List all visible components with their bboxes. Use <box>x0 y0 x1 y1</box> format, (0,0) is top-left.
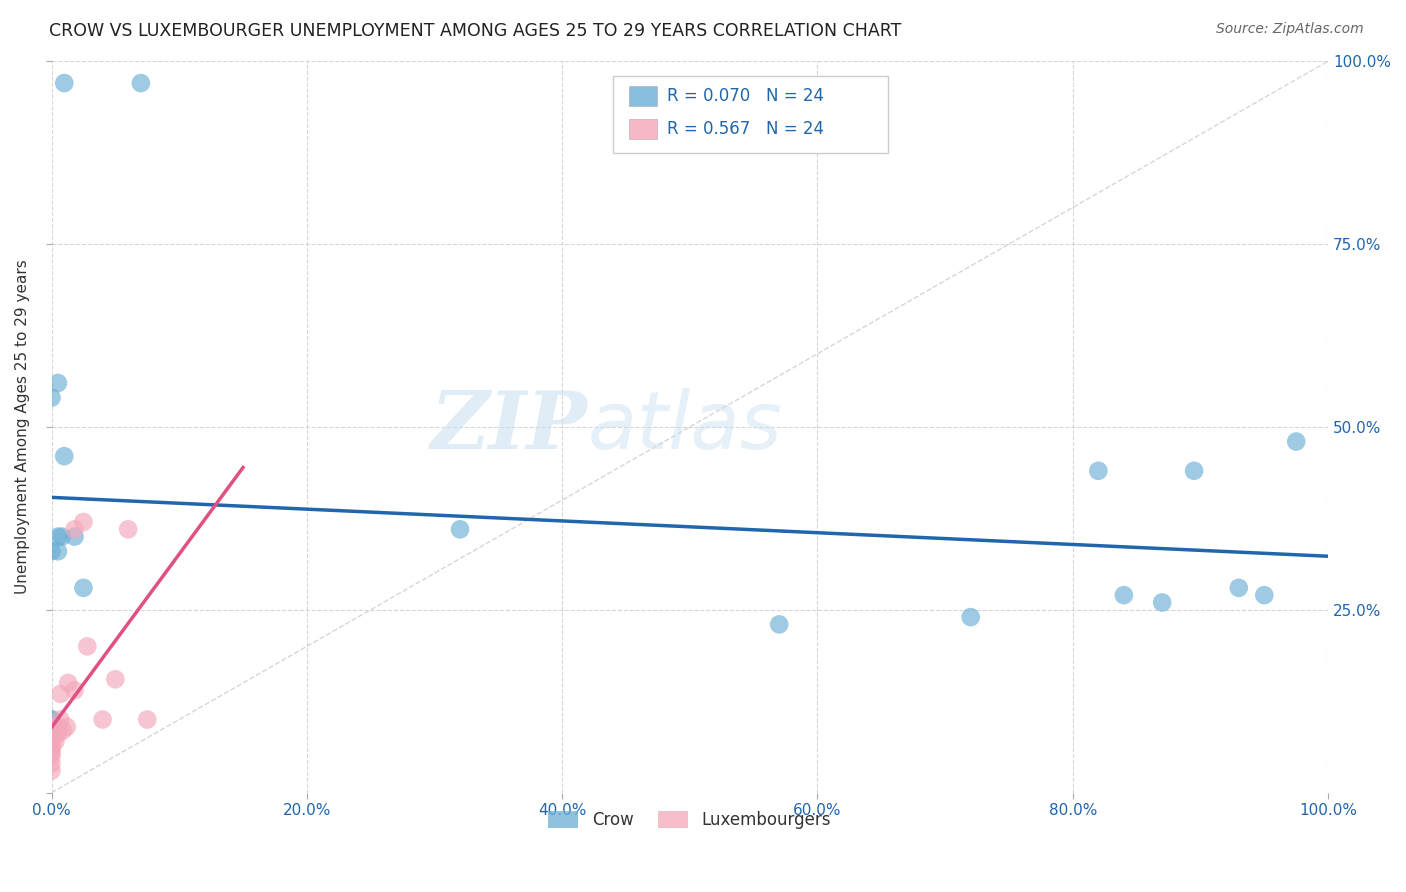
Point <box>41 756 63 771</box>
Point <box>49 687 72 701</box>
Point <box>72 581 94 595</box>
Text: ZIP: ZIP <box>430 388 588 466</box>
FancyBboxPatch shape <box>613 76 887 153</box>
Point <box>41 738 63 752</box>
Point <box>46 720 69 734</box>
Point <box>49 713 72 727</box>
Legend: Crow, Luxembourgers: Crow, Luxembourgers <box>541 804 838 836</box>
Text: R = 0.567   N = 24: R = 0.567 N = 24 <box>666 120 824 138</box>
FancyBboxPatch shape <box>628 86 657 106</box>
Point <box>41 749 63 764</box>
Point <box>959 610 981 624</box>
Point <box>76 640 98 654</box>
Point <box>1087 464 1109 478</box>
Point <box>136 713 159 727</box>
Point <box>1285 434 1308 449</box>
Text: Source: ZipAtlas.com: Source: ZipAtlas.com <box>1216 22 1364 37</box>
Point <box>449 522 471 536</box>
Point <box>41 741 63 756</box>
Point <box>1112 588 1135 602</box>
FancyBboxPatch shape <box>628 119 657 139</box>
Point <box>41 391 63 405</box>
Point <box>1227 581 1250 595</box>
Point <box>41 734 63 748</box>
Point <box>53 76 76 90</box>
Point <box>56 720 79 734</box>
Point <box>46 376 69 390</box>
Point <box>41 713 63 727</box>
Point <box>129 76 152 90</box>
Point <box>63 522 86 536</box>
Point <box>117 522 139 536</box>
Point <box>1253 588 1275 602</box>
Point <box>72 515 94 529</box>
Point <box>46 530 69 544</box>
Point <box>63 530 86 544</box>
Point <box>53 449 76 463</box>
Y-axis label: Unemployment Among Ages 25 to 29 years: Unemployment Among Ages 25 to 29 years <box>15 260 30 594</box>
Point <box>41 746 63 760</box>
Point <box>1152 595 1174 609</box>
Text: R = 0.070   N = 24: R = 0.070 N = 24 <box>666 87 824 105</box>
Point <box>41 764 63 778</box>
Point <box>51 530 73 544</box>
Point <box>41 727 63 741</box>
Point <box>63 683 86 698</box>
Point <box>41 731 63 745</box>
Point <box>1182 464 1205 478</box>
Point <box>44 734 66 748</box>
Point <box>46 544 69 558</box>
Point <box>52 723 75 738</box>
Text: CROW VS LUXEMBOURGER UNEMPLOYMENT AMONG AGES 25 TO 29 YEARS CORRELATION CHART: CROW VS LUXEMBOURGER UNEMPLOYMENT AMONG … <box>49 22 901 40</box>
Point <box>768 617 790 632</box>
Text: atlas: atlas <box>588 388 783 466</box>
Point <box>56 676 79 690</box>
Point <box>41 544 63 558</box>
Point <box>41 713 63 727</box>
Point <box>91 713 114 727</box>
Point <box>104 673 127 687</box>
Point <box>46 727 69 741</box>
